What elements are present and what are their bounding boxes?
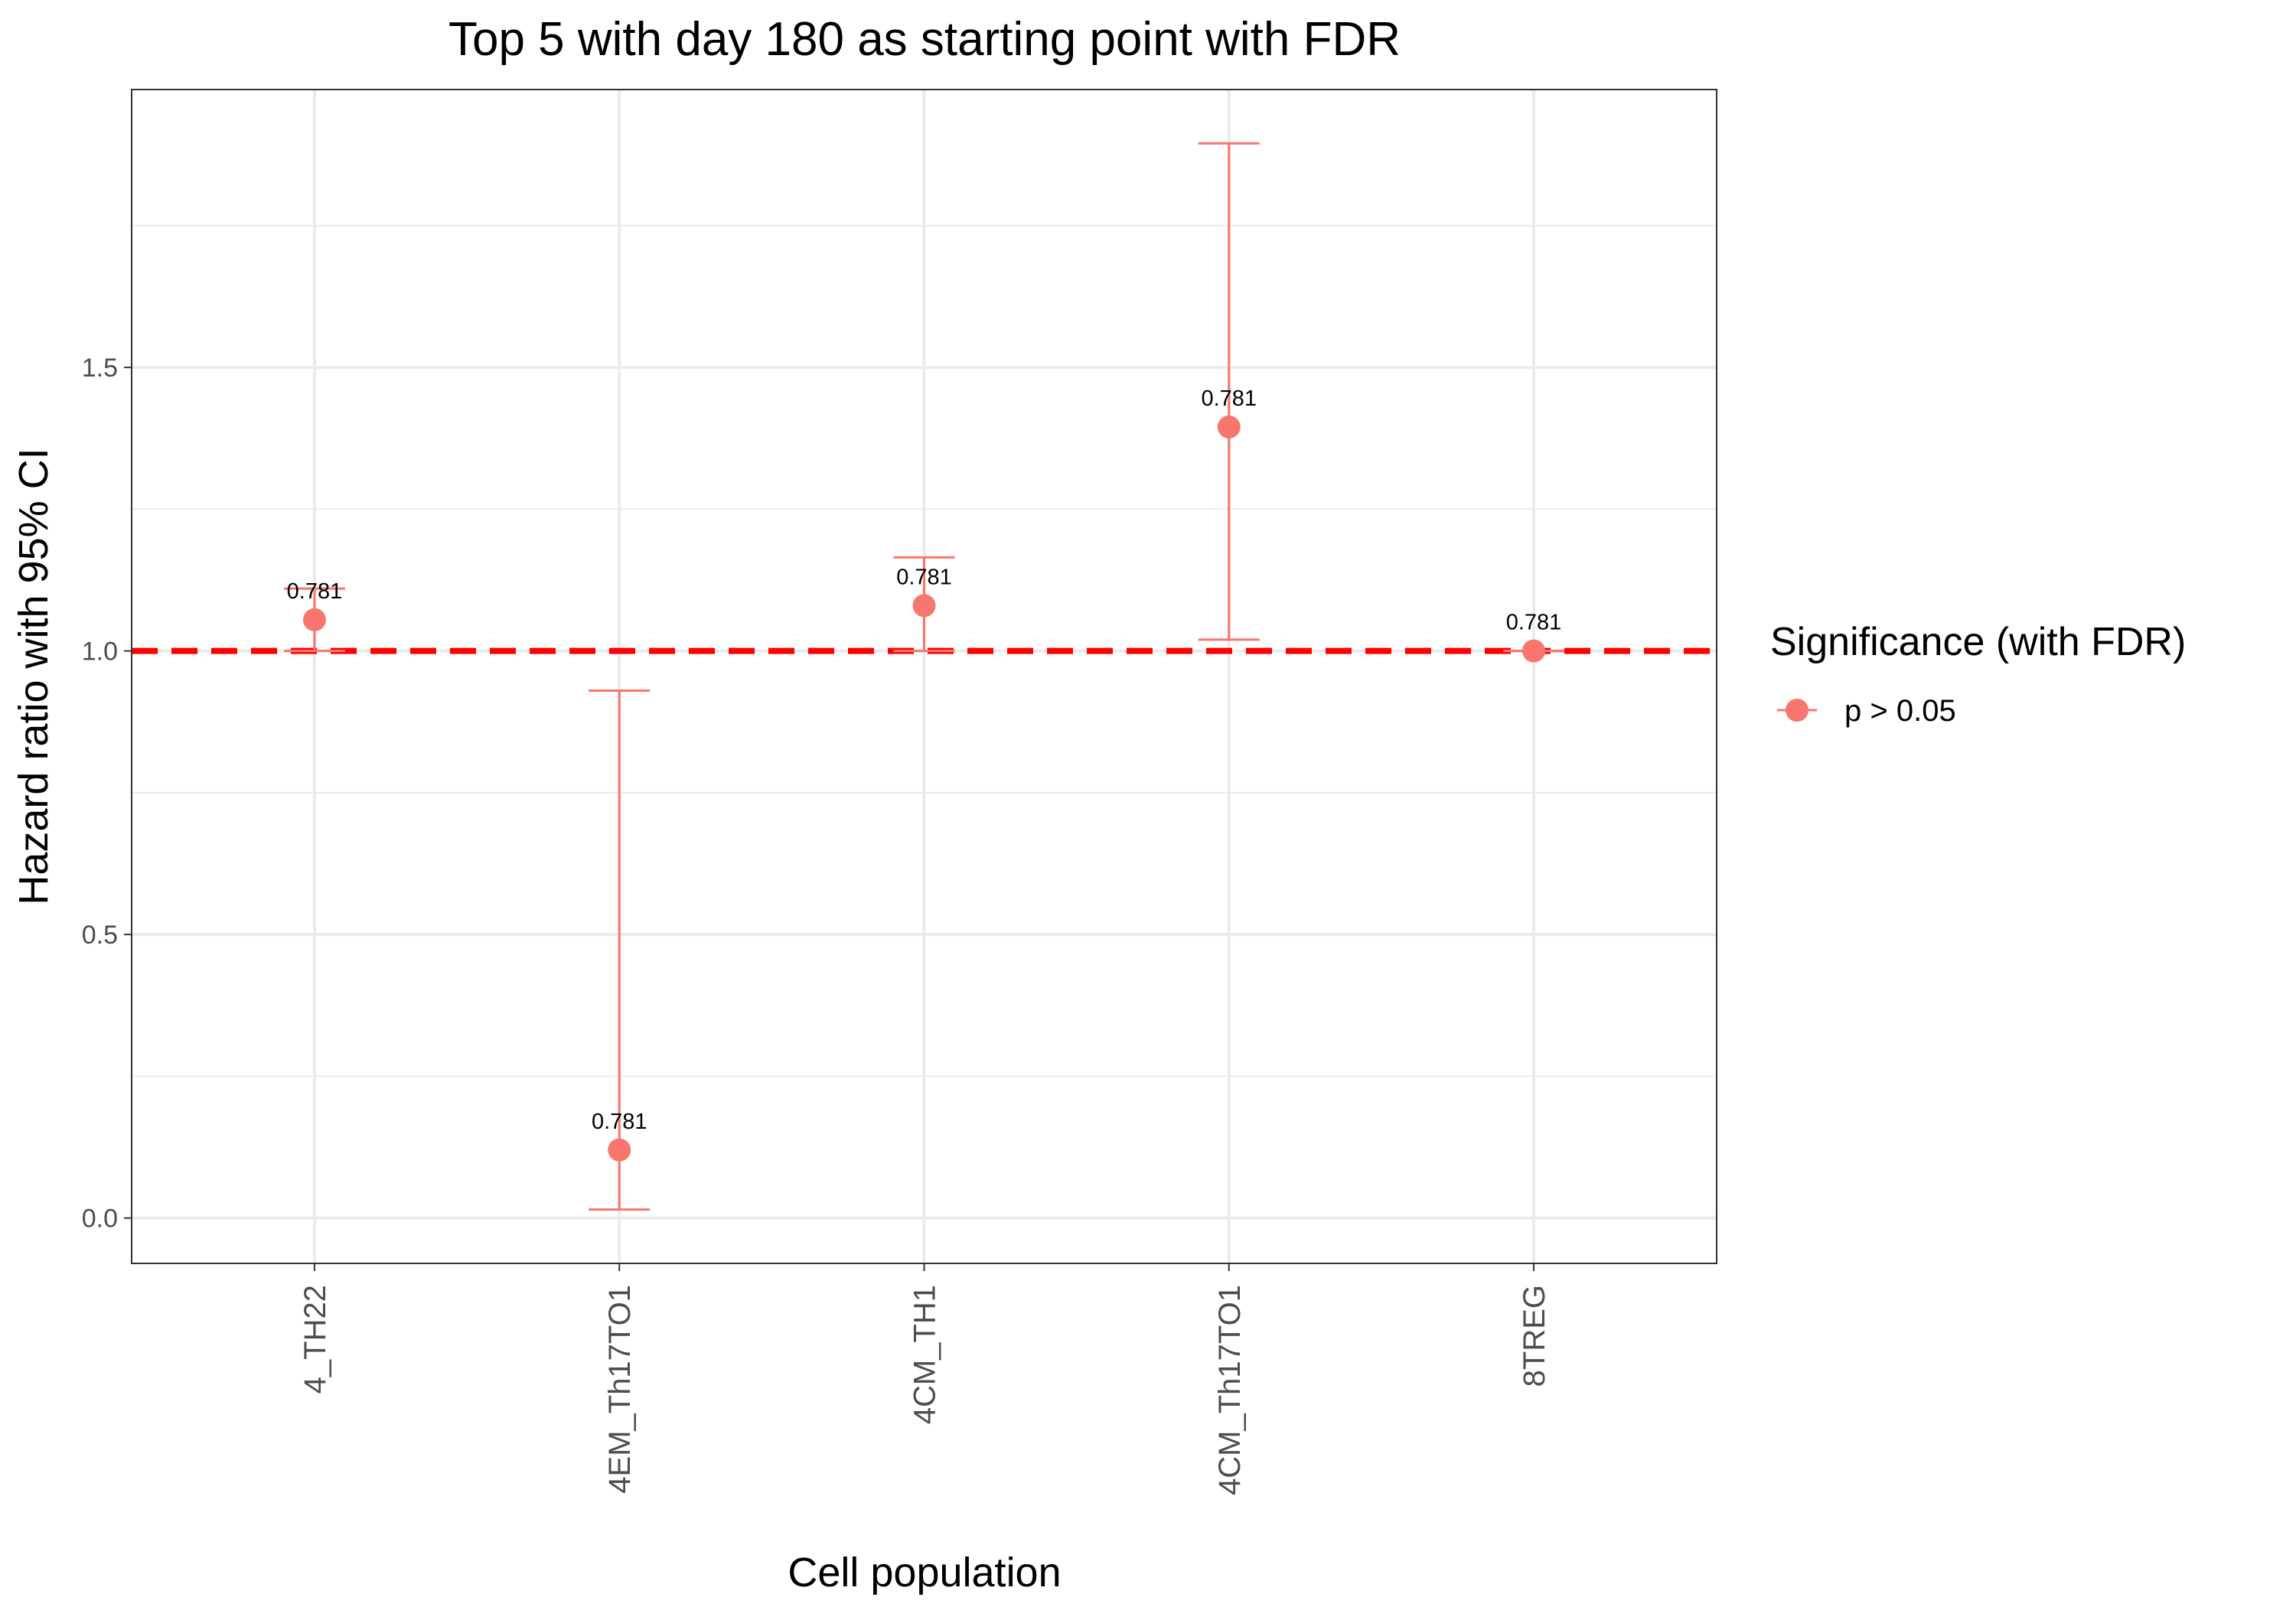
chart-title: Top 5 with day 180 as starting point wit… bbox=[448, 13, 1401, 66]
x-tick-label: 8TREG bbox=[1518, 1285, 1551, 1387]
data-point bbox=[608, 1138, 631, 1162]
x-tick-label: 4CM_TH1 bbox=[908, 1285, 942, 1424]
data-point bbox=[1217, 415, 1241, 438]
y-tick-label: 1.5 bbox=[82, 354, 118, 383]
x-tick-label: 4_TH22 bbox=[298, 1285, 332, 1393]
data-point bbox=[1522, 639, 1546, 663]
data-label: 0.781 bbox=[896, 565, 952, 589]
data-labels: 0.781 0.781 0.781 0.781 0.781 bbox=[287, 386, 1562, 1134]
error-bars bbox=[283, 142, 1565, 1211]
legend-entries: p > 0.05 bbox=[1777, 694, 1956, 728]
y-axis-title: Hazard ratio with 95% CI bbox=[11, 448, 57, 905]
data-point bbox=[912, 594, 936, 618]
data-label: 0.781 bbox=[1506, 611, 1562, 635]
data-points bbox=[302, 415, 1546, 1162]
y-tick-label: 0.0 bbox=[82, 1204, 118, 1234]
legend-key-point bbox=[1786, 699, 1808, 722]
legend-title: Significance (with FDR) bbox=[1770, 620, 2186, 664]
y-tick-label: 0.5 bbox=[82, 921, 118, 950]
x-axis: 4_TH22 4EM_Th17TO1 4CM_TH1 4CM_Th17TO1 8TREG bbox=[298, 1263, 1551, 1495]
data-label: 0.781 bbox=[1201, 386, 1257, 411]
legend-entry-label: p > 0.05 bbox=[1844, 694, 1956, 728]
x-axis-title: Cell population bbox=[788, 1550, 1061, 1596]
legend: Significance (with FDR) p > 0.05 bbox=[1770, 620, 2186, 728]
y-axis: 0.0 0.5 1.0 1.5 bbox=[82, 354, 132, 1234]
data-point bbox=[302, 608, 326, 631]
data-label: 0.781 bbox=[287, 579, 343, 604]
x-tick-label: 4EM_Th17TO1 bbox=[603, 1285, 637, 1494]
x-tick-label: 4CM_Th17TO1 bbox=[1213, 1285, 1247, 1495]
y-tick-label: 1.0 bbox=[82, 637, 118, 667]
data-label: 0.781 bbox=[592, 1110, 647, 1134]
plot-area: 0.781 0.781 0.781 0.781 0.781 bbox=[131, 89, 1717, 1264]
